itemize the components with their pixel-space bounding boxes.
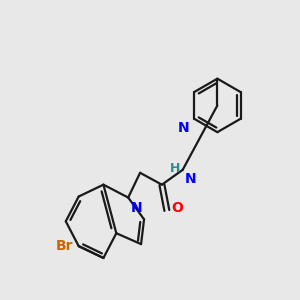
- Text: N: N: [178, 121, 189, 135]
- Text: N: N: [185, 172, 196, 186]
- Text: N: N: [131, 200, 143, 214]
- Text: H: H: [169, 162, 180, 175]
- Text: O: O: [171, 202, 183, 215]
- Text: Br: Br: [56, 239, 74, 253]
